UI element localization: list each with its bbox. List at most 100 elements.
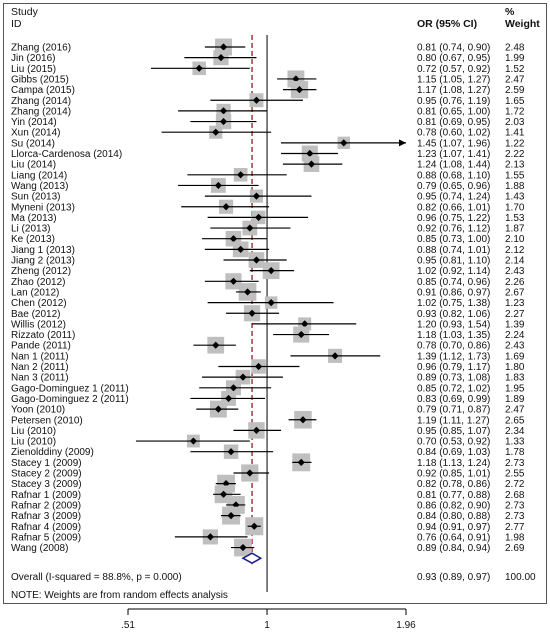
header-study: Study <box>11 6 39 18</box>
study-or-text: 0.92 (0.76, 1.12) <box>417 224 490 235</box>
study-weight: 1.89 <box>505 394 525 405</box>
point-estimate <box>246 469 254 477</box>
study-weight: 1.55 <box>505 170 525 181</box>
study-or-text: 0.81 (0.74, 0.90) <box>417 43 490 54</box>
point-estimate <box>219 490 228 498</box>
study-or-text: 0.85 (0.74, 0.96) <box>417 277 490 288</box>
study-weight: 2.27 <box>505 309 525 320</box>
point-estimate <box>306 149 314 158</box>
study-id: Sun (2013) <box>11 192 60 203</box>
point-estimate <box>189 437 197 445</box>
study-or-text: 0.92 (0.85, 1.01) <box>417 469 490 480</box>
study-id: Nan 1 (2011) <box>11 351 69 362</box>
study-weight: 2.14 <box>505 256 525 267</box>
point-estimate <box>252 426 261 434</box>
study-weight: 2.22 <box>505 149 525 160</box>
header-weight-pct: % <box>505 6 515 18</box>
study-id: Rafnar 5 (2009) <box>11 532 81 543</box>
study-or-text: 0.82 (0.66, 1.01) <box>417 202 490 213</box>
point-estimate <box>237 171 245 179</box>
point-estimate <box>219 107 228 115</box>
study-weight: 1.23 <box>505 298 525 309</box>
study-or-text: 0.89 (0.73, 1.08) <box>417 373 490 384</box>
study-or-text: 0.89 (0.84, 0.94) <box>417 543 490 554</box>
study-or-text: 0.83 (0.69, 0.99) <box>417 394 490 405</box>
study-id: Liu (2014) <box>11 160 56 171</box>
point-estimate <box>267 299 275 307</box>
study-weight: 2.73 <box>505 500 525 511</box>
study-weight: 2.26 <box>505 277 525 288</box>
study-weight: 2.24 <box>505 330 525 341</box>
study-id: Gibbs (2015) <box>11 74 69 85</box>
point-estimate <box>229 384 238 392</box>
study-or-text: 0.86 (0.82, 0.90) <box>417 500 490 511</box>
study-or-text: 0.79 (0.71, 0.87) <box>417 405 490 416</box>
point-estimate <box>212 128 220 136</box>
study-id: Nan 3 (2011) <box>11 373 69 384</box>
point-estimate <box>229 277 238 285</box>
study-or-text: 1.17 (1.08, 1.27) <box>417 85 490 96</box>
point-estimate <box>255 362 263 371</box>
study-weight: 1.52 <box>505 64 525 75</box>
study-id: Zhang (2016) <box>11 43 71 54</box>
study-or-text: 1.18 (1.03, 1.35) <box>417 330 490 341</box>
study-or-text: 1.24 (1.08, 1.44) <box>417 160 490 171</box>
study-or-text: 1.02 (0.92, 1.14) <box>417 266 490 277</box>
study-weight: 1.33 <box>505 437 525 448</box>
point-estimate <box>222 203 230 211</box>
study-rows: Zhang (2016) 0.81 (0.74, 0.90) 2.48 Jin (20… <box>11 43 525 555</box>
study-weight: 1.65 <box>505 96 525 107</box>
study-or-text: 0.96 (0.79, 1.17) <box>417 362 490 373</box>
study-weight: 1.95 <box>505 383 525 394</box>
point-estimate <box>297 330 305 339</box>
study-or-text: 1.45 (1.07, 1.96) <box>417 138 490 149</box>
study-id: Pande (2011) <box>11 341 71 352</box>
study-id: Ma (2013) <box>11 213 57 224</box>
study-id: Liang (2014) <box>11 170 67 181</box>
study-weight: 2.73 <box>505 458 525 469</box>
study-weight: 1.70 <box>505 202 525 213</box>
study-id: Yin (2014) <box>11 117 57 128</box>
point-estimate <box>227 448 235 456</box>
study-id: Zhang (2014) <box>11 106 71 117</box>
study-or-text: 1.39 (1.12, 1.73) <box>417 351 490 362</box>
study-weight: 1.72 <box>505 106 525 117</box>
study-id: Gago-Dominguez 1 (2011) <box>11 383 129 394</box>
x-tick-label: 1 <box>264 620 270 631</box>
study-weight: 1.99 <box>505 53 525 64</box>
study-weight: 2.59 <box>505 85 525 96</box>
study-or-text: 1.18 (1.13, 1.24) <box>417 458 490 469</box>
study-or-text: 0.94 (0.91, 0.97) <box>417 522 490 533</box>
study-or-text: 1.15 (1.05, 1.27) <box>417 74 490 85</box>
point-estimate <box>229 235 238 243</box>
point-estimate <box>219 43 228 51</box>
point-estimate <box>248 309 256 317</box>
study-id: Petersen (2010) <box>11 415 83 426</box>
study-or-text: 0.88 (0.74, 1.01) <box>417 245 490 256</box>
study-id: Su (2014) <box>11 138 55 149</box>
study-weight: 2.34 <box>505 426 525 437</box>
plot-marks <box>135 35 406 592</box>
point-estimate <box>299 416 307 424</box>
study-weight: 1.43 <box>505 192 525 203</box>
study-id: Jin (2016) <box>11 53 55 64</box>
study-id: Bae (2012) <box>11 309 60 320</box>
study-weight: 2.73 <box>505 511 525 522</box>
study-id: Li (2013) <box>11 224 50 235</box>
study-weight: 2.55 <box>505 469 525 480</box>
study-weight: 2.03 <box>505 117 525 128</box>
ci-arrow <box>399 139 406 147</box>
study-weight: 1.80 <box>505 362 525 373</box>
study-id: Stacey 1 (2009) <box>11 458 82 469</box>
study-id: Liu (2015) <box>11 64 56 75</box>
study-weight: 2.69 <box>505 543 525 554</box>
header-id: ID <box>11 18 22 30</box>
overall-weight: 100.00 <box>505 572 536 583</box>
point-estimate <box>219 117 228 126</box>
study-id: Zheng (2012) <box>11 266 71 277</box>
study-or-text: 0.85 (0.72, 1.02) <box>417 383 490 394</box>
overall-or-text: 0.93 (0.89, 0.97) <box>417 572 490 583</box>
study-or-text: 1.23 (1.07, 1.41) <box>417 149 490 160</box>
study-weight: 1.98 <box>505 532 525 543</box>
point-estimate <box>307 160 316 168</box>
